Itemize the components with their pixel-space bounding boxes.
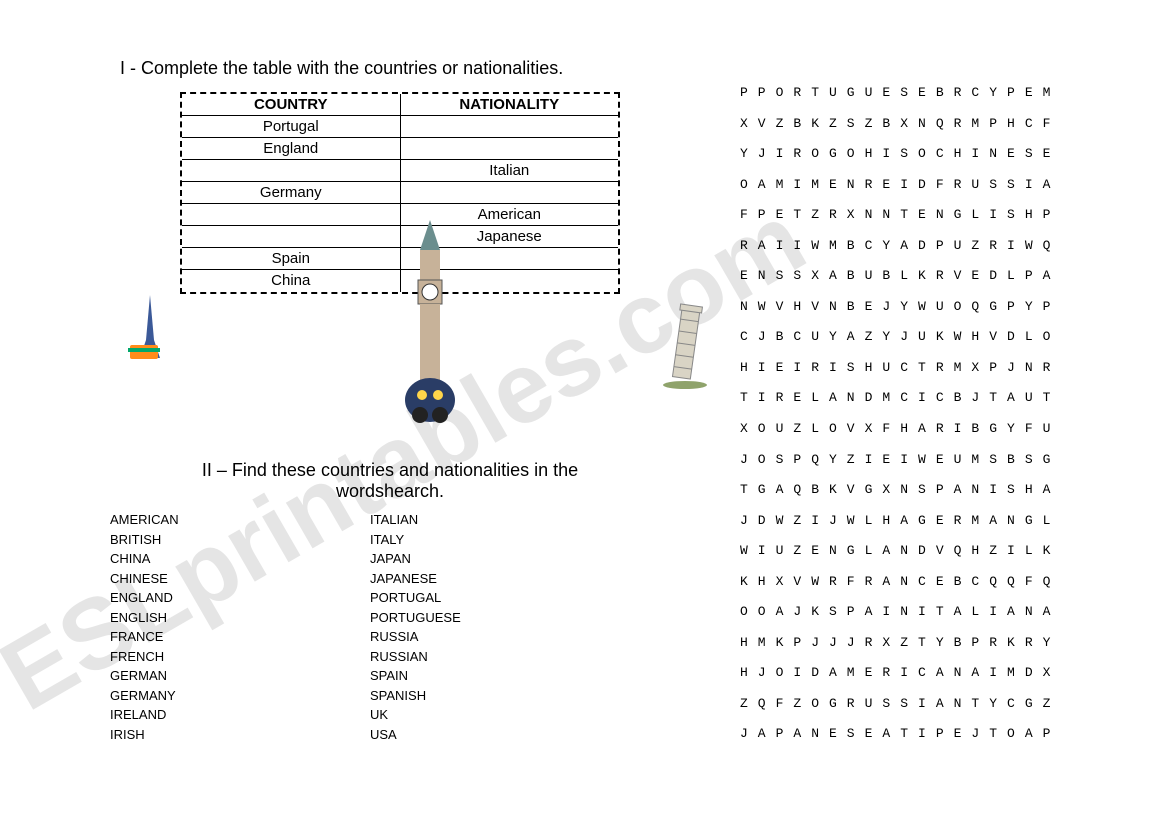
wordlist-item: RUSSIA <box>370 627 630 647</box>
cell-nationality <box>400 138 618 160</box>
wordlist-item: FRANCE <box>110 627 370 647</box>
section2-heading: II – Find these countries and nationalit… <box>170 460 610 502</box>
wordlist-item: USA <box>370 725 630 745</box>
pisa-tower-icon <box>655 300 715 395</box>
cell-country: Germany <box>182 182 400 204</box>
wordlist-item: AMERICAN <box>110 510 370 530</box>
wordlist-item: JAPANESE <box>370 569 630 589</box>
cell-nationality <box>400 182 618 204</box>
cell-country: England <box>182 138 400 160</box>
wordlist-item: PORTUGUESE <box>370 608 630 628</box>
wordsearch-word-list: AMERICANBRITISHCHINACHINESEENGLANDENGLIS… <box>110 510 630 744</box>
worksheet-page: I - Complete the table with the countrie… <box>0 0 1169 821</box>
header-nationality: NATIONALITY <box>400 94 618 116</box>
big-ben-icon <box>390 220 470 435</box>
cell-country <box>182 160 400 182</box>
wordlist-item: IRISH <box>110 725 370 745</box>
table-row: England <box>182 138 618 160</box>
wordlist-item: RUSSIAN <box>370 647 630 667</box>
eiffel-tower-icon <box>120 290 180 365</box>
wordlist-item: ENGLISH <box>110 608 370 628</box>
wordlist-item: IRELAND <box>110 705 370 725</box>
header-country: COUNTRY <box>182 94 400 116</box>
cell-country <box>182 226 400 248</box>
wordlist-item: ENGLAND <box>110 588 370 608</box>
wordlist-item: GERMAN <box>110 666 370 686</box>
section1-heading: I - Complete the table with the countrie… <box>120 58 563 79</box>
cell-nationality: Italian <box>400 160 618 182</box>
wordlist-item: UK <box>370 705 630 725</box>
wordsearch-grid: PPORTUGUESEBRCYPEM XVZBKZSZBXNQRMPHCF YJ… <box>740 78 1060 750</box>
table-header-row: COUNTRY NATIONALITY <box>182 94 618 116</box>
cell-country: Spain <box>182 248 400 270</box>
table-row: Italian <box>182 160 618 182</box>
wordlist-item: CHINESE <box>110 569 370 589</box>
wordlist-item: FRENCH <box>110 647 370 667</box>
cell-country <box>182 204 400 226</box>
wordlist-item: ITALIAN <box>370 510 630 530</box>
wordlist-item: BRITISH <box>110 530 370 550</box>
wordlist-item: SPANISH <box>370 686 630 706</box>
table-row: Germany <box>182 182 618 204</box>
wordlist-item: PORTUGAL <box>370 588 630 608</box>
wordlist-item: ITALY <box>370 530 630 550</box>
wordlist-item: GERMANY <box>110 686 370 706</box>
wordlist-column-2: ITALIANITALYJAPANJAPANESEPORTUGALPORTUGU… <box>370 510 630 744</box>
wordlist-item: SPAIN <box>370 666 630 686</box>
table-row: Portugal <box>182 116 618 138</box>
wordlist-item: CHINA <box>110 549 370 569</box>
wordlist-column-1: AMERICANBRITISHCHINACHINESEENGLANDENGLIS… <box>110 510 370 744</box>
cell-country: China <box>182 270 400 292</box>
cell-country: Portugal <box>182 116 400 138</box>
wordlist-item: JAPAN <box>370 549 630 569</box>
cell-nationality <box>400 116 618 138</box>
